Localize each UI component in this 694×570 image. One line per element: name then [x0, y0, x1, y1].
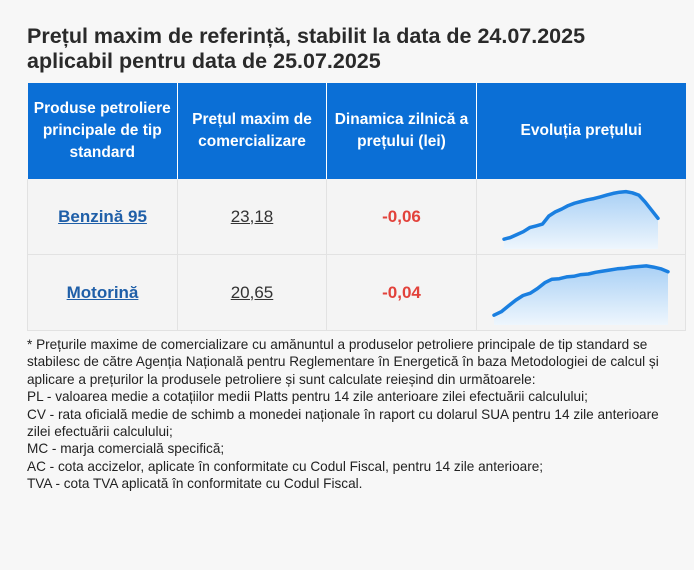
dynamics-value-benzina-95: -0,06 — [382, 206, 421, 226]
table-header-row: Produse petroliere principale de tip sta… — [27, 83, 686, 179]
title-line-2: aplicabil pentru data de 25.07.2025 — [27, 49, 381, 73]
product-link-benzina-95[interactable]: Benzină 95 — [58, 206, 147, 226]
sparkline-line — [492, 263, 670, 317]
footnote-item: TVA - cota TVA aplicată în conformitate … — [27, 476, 363, 492]
price-cell: 20,65 — [177, 254, 327, 331]
dynamics-cell: -0,06 — [326, 179, 477, 255]
footnotes: * Prețurile maxime de comercializare cu … — [27, 336, 682, 493]
table-row: Motorină 20,65 -0,04 — [27, 254, 686, 331]
product-cell: Benzină 95 — [27, 179, 178, 255]
price-cell: 23,18 — [177, 179, 327, 255]
product-link-motorina[interactable]: Motorină — [66, 282, 139, 302]
page-title: Prețul maxim de referință, stabilit la d… — [27, 24, 667, 74]
title-line-1: Prețul maxim de referință, stabilit la d… — [27, 24, 586, 48]
sparkline-area — [504, 191, 658, 249]
column-header-products: Produse petroliere principale de tip sta… — [27, 83, 178, 179]
sparkline-benzina-95 — [502, 189, 660, 249]
footnote-intro: * Prețurile maxime de comercializare cu … — [27, 337, 659, 387]
product-cell: Motorină — [27, 254, 178, 331]
sparkline-motorina — [492, 263, 670, 325]
footnote-item: MC - marja comercială specifică; — [27, 441, 225, 457]
sparkline-line — [502, 189, 660, 241]
dynamics-cell: -0,04 — [326, 254, 477, 331]
trend-cell — [476, 254, 686, 331]
table-row: Benzină 95 23,18 -0,06 — [27, 179, 686, 255]
column-header-price-evolution: Evoluția prețului — [476, 83, 686, 179]
dynamics-value-motorina: -0,04 — [382, 282, 421, 302]
footnote-item: CV - rata oficială medie de schimb a mon… — [27, 406, 659, 440]
price-table: Produse petroliere principale de tip sta… — [27, 83, 686, 331]
footnote-item: PL - valoarea medie a cotațiilor medii P… — [27, 389, 588, 405]
trend-cell — [476, 179, 686, 255]
column-header-daily-dynamics: Dinamica zilnică a prețului (lei) — [326, 83, 477, 179]
footnote-item: AC - cota accizelor, aplicate în conform… — [27, 458, 544, 474]
sparkline-area — [494, 265, 668, 325]
price-value-benzina-95[interactable]: 23,18 — [230, 206, 274, 226]
price-value-motorina[interactable]: 20,65 — [230, 282, 274, 302]
column-header-max-price: Prețul maxim de comercializare — [177, 83, 327, 179]
